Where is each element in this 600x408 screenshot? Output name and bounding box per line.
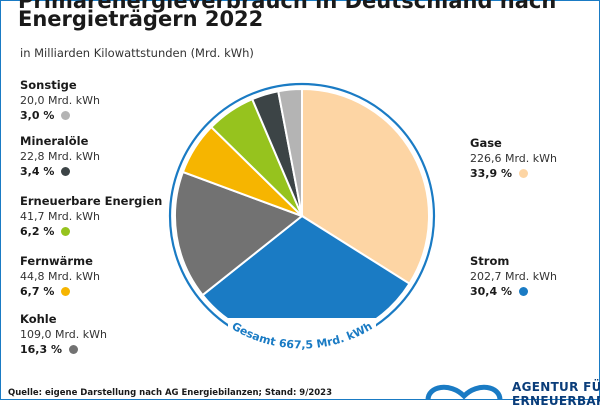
slice-value: 44,8 Mrd. kWh	[20, 270, 101, 283]
slice-percent: 6,2 %	[20, 224, 71, 239]
legend-dot-icon	[61, 111, 71, 120]
pie-slice-2	[174, 170, 305, 297]
slice-percent: 16,3 %	[20, 342, 78, 357]
pie-slice-6	[277, 87, 303, 217]
label-strom: Strom 202,7 Mrd. kWh 30,4 %	[470, 254, 557, 299]
slice-percent: 30,4 %	[470, 284, 528, 299]
legend-dot-icon	[61, 227, 71, 236]
source-note: Quelle: eigene Darstellung nach AG Energ…	[8, 388, 332, 398]
agentur-logo[interactable]: AGENTUR FÜR ERNEUERBARE	[420, 378, 600, 408]
slice-value: 22,8 Mrd. kWh	[20, 150, 101, 163]
label-erneuerbare: Erneuerbare Energien 41,7 Mrd. kWh 6,2 %	[20, 194, 162, 239]
slice-name: Sonstige	[20, 78, 77, 92]
slice-percent-text: 3,0 %	[20, 109, 55, 122]
slice-percent-text: 33,9 %	[470, 167, 512, 180]
legend-dot-icon	[519, 169, 528, 178]
logo-text-line-2: ERNEUERBARE	[512, 394, 600, 408]
slice-percent: 3,0 %	[20, 108, 71, 123]
label-gase: Gase 226,6 Mrd. kWh 33,9 %	[470, 136, 557, 181]
slice-percent-text: 30,4 %	[470, 285, 512, 298]
slice-name: Erneuerbare Energien	[20, 194, 163, 208]
slice-percent-text: 16,3 %	[20, 343, 62, 356]
slice-name: Mineralöle	[20, 134, 89, 148]
slice-name: Fernwärme	[20, 254, 93, 268]
chart-title-line-1: Primärenergieverbrauch in Deutschland na…	[18, 0, 557, 13]
slice-percent-text: 3,4 %	[20, 165, 55, 178]
slice-name: Strom	[470, 254, 510, 268]
slice-name: Kohle	[20, 312, 57, 326]
chart-subtitle: in Milliarden Kilowattstunden (Mrd. kWh)	[20, 46, 254, 60]
legend-dot-icon	[69, 345, 78, 354]
slice-value: 202,7 Mrd. kWh	[470, 270, 558, 283]
total-label-bg	[228, 318, 376, 358]
slice-value: 226,6 Mrd. kWh	[470, 152, 558, 165]
legend-dot-icon	[519, 287, 528, 296]
pie-slices	[174, 87, 430, 344]
slice-percent-text: 6,7 %	[20, 285, 55, 298]
slice-name: Gase	[470, 136, 502, 150]
label-fernwaerme: Fernwärme 44,8 Mrd. kWh 6,7 %	[20, 254, 100, 299]
slice-percent: 6,7 %	[20, 284, 71, 299]
chart-title-line-2: Energieträgern 2022	[18, 7, 264, 31]
legend-dot-icon	[61, 167, 71, 176]
slice-percent: 3,4 %	[20, 164, 71, 179]
slice-percent-text: 6,2 %	[20, 225, 55, 238]
slice-value: 109,0 Mrd. kWh	[20, 328, 108, 341]
label-kohle: Kohle 109,0 Mrd. kWh 16,3 %	[20, 312, 107, 357]
slice-percent: 33,9 %	[470, 166, 528, 181]
slice-value: 20,0 Mrd. kWh	[20, 94, 101, 107]
logo-text-line-1: AGENTUR FÜR	[512, 380, 600, 394]
legend-dot-icon	[61, 287, 71, 296]
slice-value: 41,7 Mrd. kWh	[20, 210, 101, 223]
label-sonstige: Sonstige 20,0 Mrd. kWh 3,0 %	[20, 78, 100, 123]
label-mineraloele: Mineralöle 22,8 Mrd. kWh 3,4 %	[20, 134, 100, 179]
infinity-logo-icon	[425, 384, 503, 400]
